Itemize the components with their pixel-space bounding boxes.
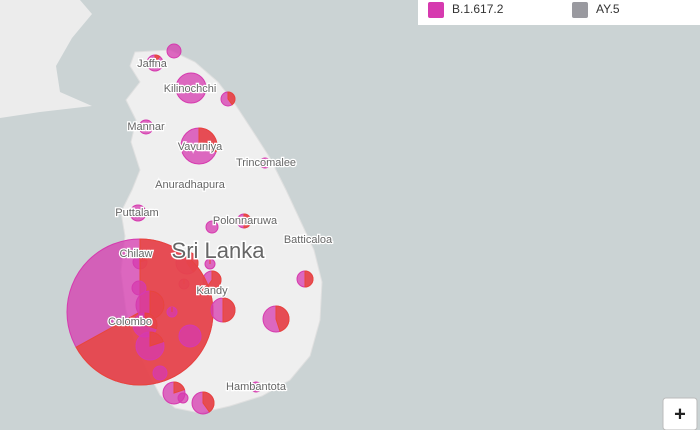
- marker: [178, 324, 202, 348]
- place-label: Hambantota: [226, 381, 287, 393]
- place-label: Mannar: [127, 121, 165, 133]
- legend: [418, 0, 700, 25]
- place-label: Anuradhapura: [155, 179, 226, 191]
- legend-swatch: [572, 2, 588, 18]
- marker-wedge: [154, 54, 161, 65]
- marker-wedge: [222, 297, 236, 323]
- zoom-in[interactable]: +: [674, 403, 686, 425]
- place-label: Jaffna: [137, 58, 168, 70]
- legend-label: B.1.617.2: [452, 2, 504, 16]
- marker: [250, 381, 262, 393]
- marker: [138, 119, 154, 135]
- marker: [259, 157, 271, 169]
- marker: [131, 280, 147, 296]
- marker: [129, 204, 147, 222]
- marker: [205, 220, 219, 234]
- country-label: Sri Lanka: [172, 238, 266, 263]
- place-label: Batticaloa: [284, 234, 333, 246]
- marker-wedge: [149, 331, 164, 347]
- zoom-button[interactable]: [662, 397, 698, 430]
- place-label: Puttalam: [115, 207, 158, 219]
- place-label: Polonnaruwa: [213, 215, 278, 227]
- place-label: Vavuniya: [178, 141, 223, 153]
- place-label: Trincomalee: [236, 157, 296, 169]
- markers: [66, 43, 314, 415]
- place-label: Kilinochchi: [164, 83, 217, 95]
- marker-wedge: [304, 270, 314, 288]
- marker: [175, 72, 207, 104]
- place-label: Kandy: [196, 285, 228, 297]
- marker-wedge: [227, 91, 236, 106]
- labels: Jaffna Kilinochchi Mannar Vavuniya Trincomal…: [107, 57, 335, 395]
- place-label: Colombo: [108, 316, 152, 328]
- marker: [177, 392, 189, 404]
- marker-wedge: [243, 213, 252, 229]
- marker-wedge: [202, 391, 215, 413]
- legend-label: AY.5: [596, 2, 620, 16]
- marker-wedge: [173, 381, 186, 394]
- marker: [152, 365, 168, 381]
- marker: [166, 43, 182, 59]
- marker-wedge: [198, 127, 218, 153]
- place-label: Chilaw: [119, 248, 152, 260]
- legend-swatch: [428, 2, 444, 18]
- marker-wedge: [275, 305, 290, 332]
- mainland: [0, 0, 92, 118]
- marker-wedge: [144, 312, 158, 330]
